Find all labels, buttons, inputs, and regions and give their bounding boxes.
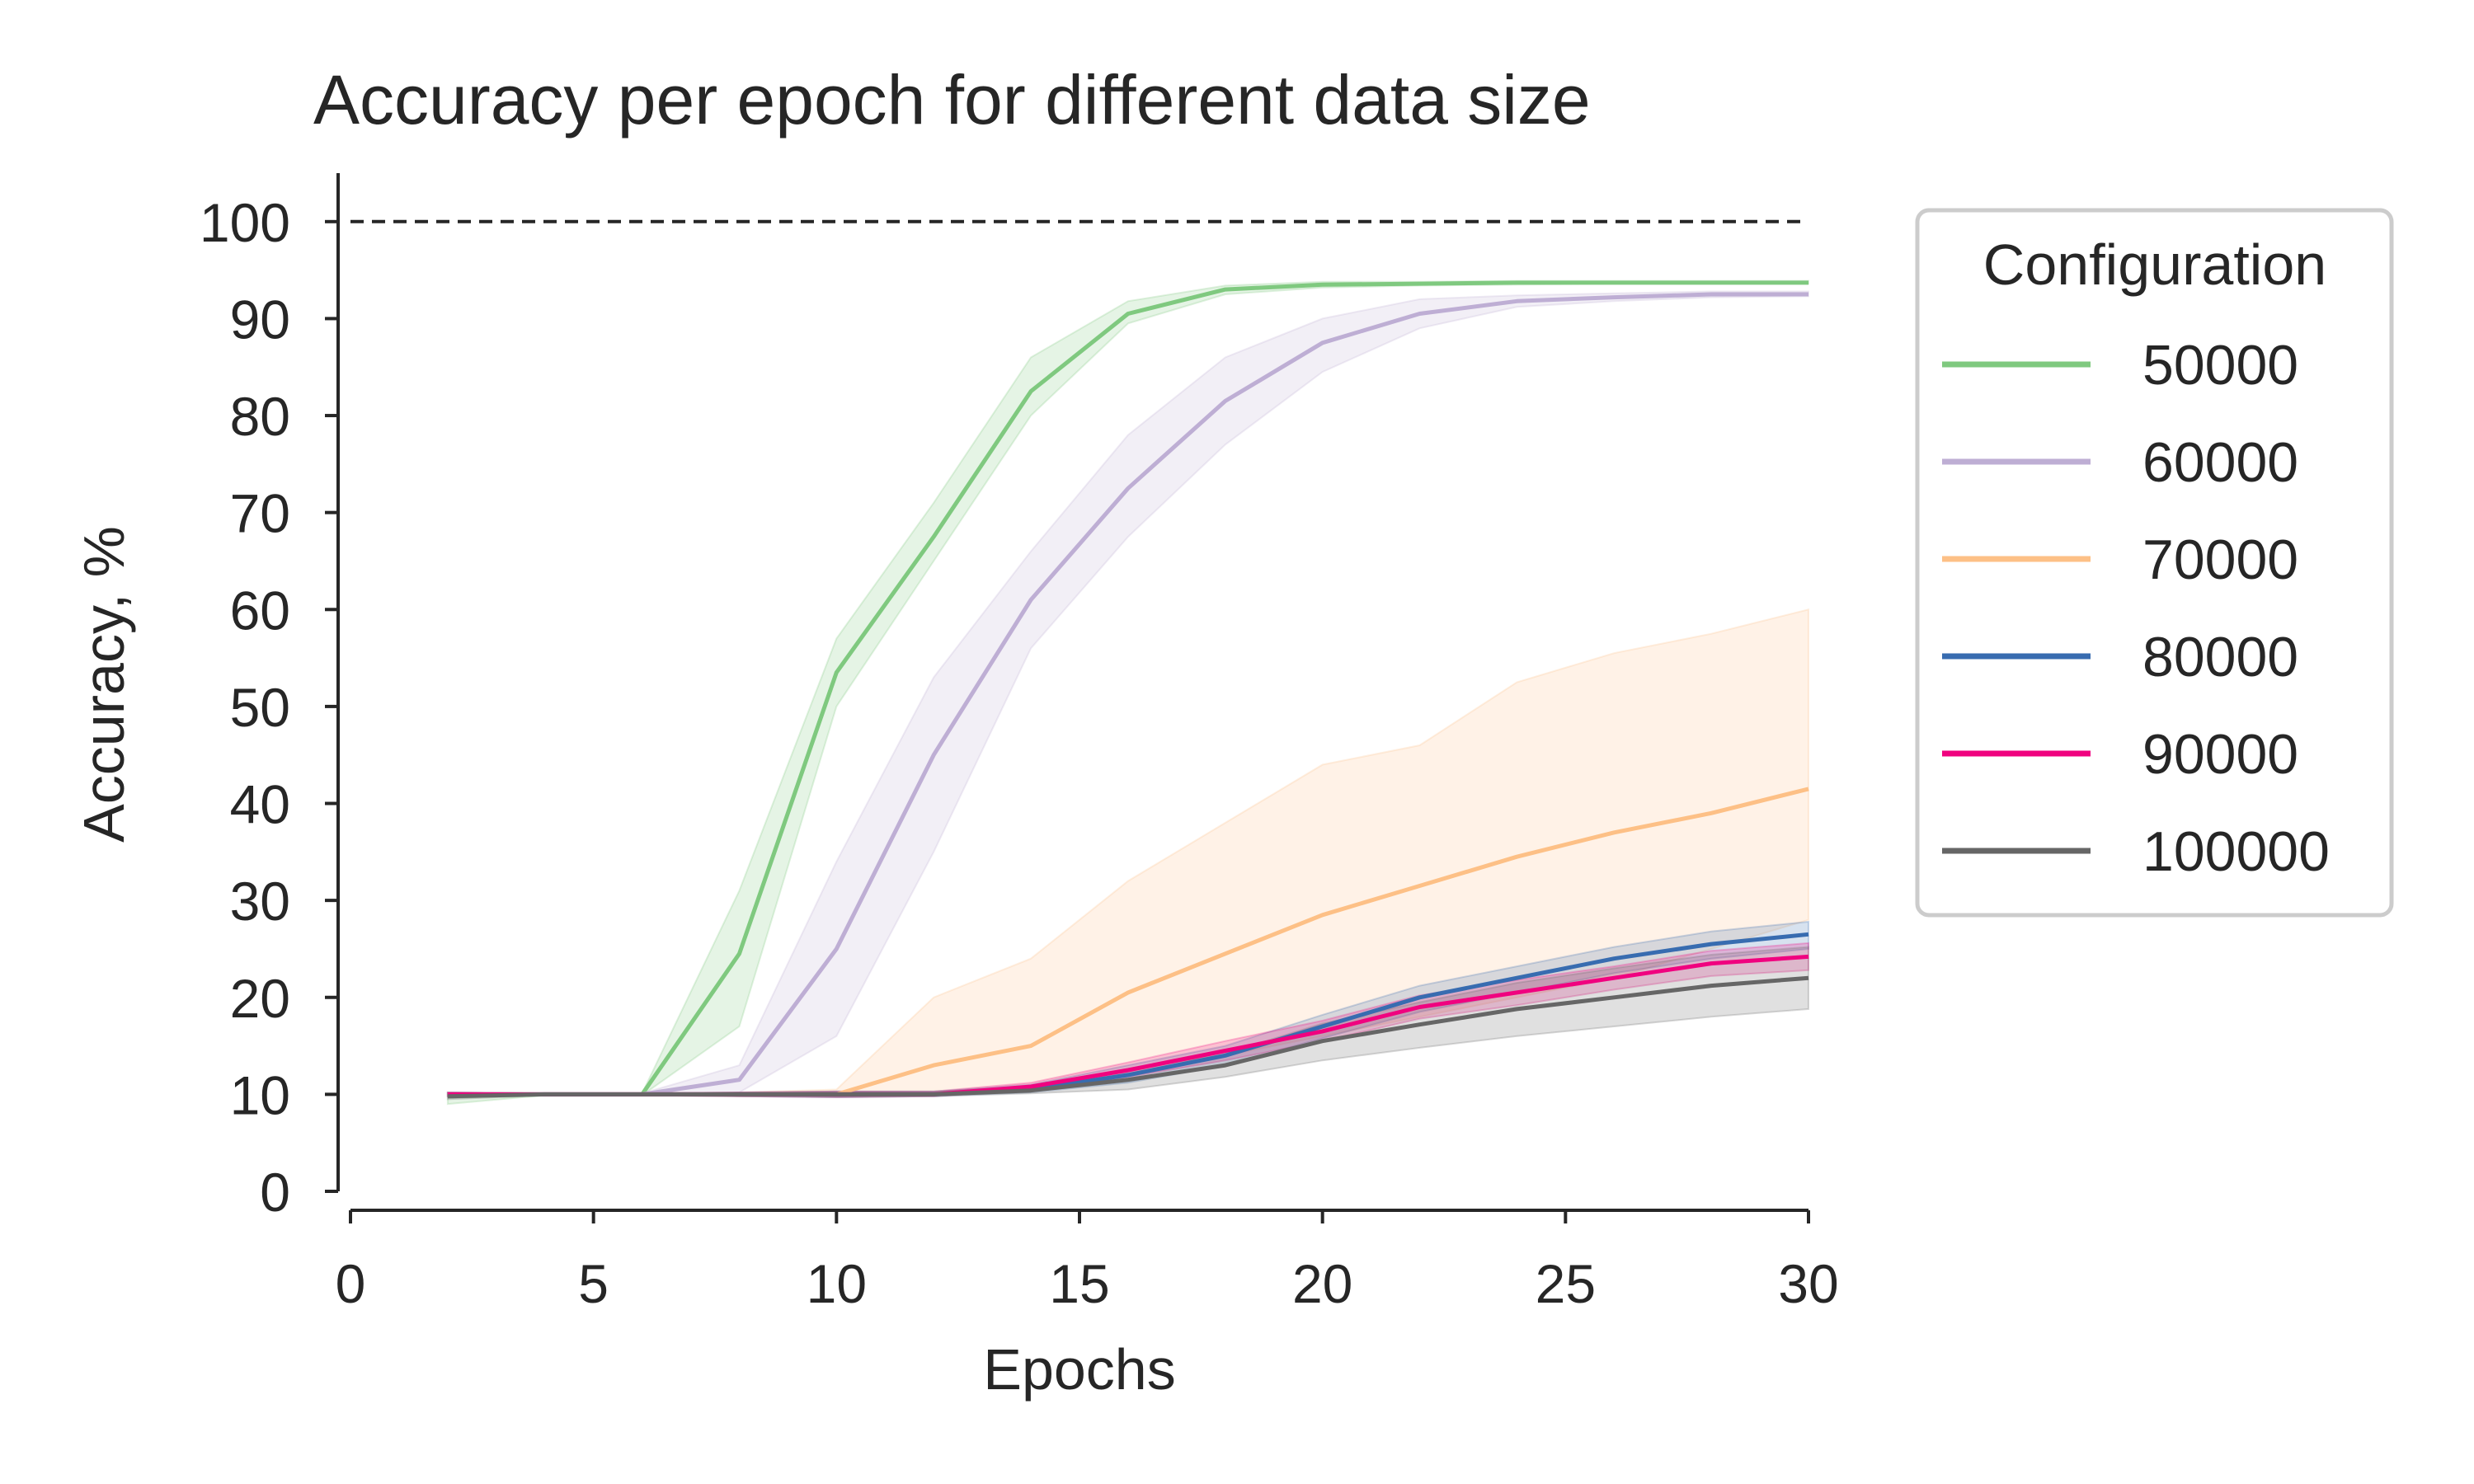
legend-label-50000: 50000 [2142, 334, 2298, 397]
y-tick-label-100: 100 [200, 192, 290, 253]
series-line-100000 [447, 975, 1809, 1099]
series-band-100000 [446, 946, 1809, 1101]
x-tick-label-25: 25 [1536, 1253, 1596, 1314]
series-line-60000 [447, 292, 1808, 1097]
plot-area [350, 219, 1809, 1106]
series-band-80000 [446, 920, 1809, 1098]
y-tick-label-20: 20 [230, 968, 290, 1029]
series-band-90000 [446, 942, 1809, 1098]
legend-frame [1915, 208, 2394, 918]
x-tick-label-10: 10 [807, 1253, 867, 1314]
legend-items: 50000 60000 70000 80000 90000 100000 [1942, 334, 2330, 883]
y-tick-label-90: 90 [230, 289, 290, 350]
y-tick-label-50: 50 [230, 677, 290, 738]
legend-label-90000: 90000 [2142, 723, 2298, 786]
axes: 0 10 20 30 40 50 60 70 80 90 100 0 5 10 15 20 25 30 [200, 173, 1839, 1314]
legend-label-60000: 60000 [2142, 431, 2298, 494]
y-tick-label-70: 70 [230, 483, 290, 544]
y-axis-label: Accuracy, % [72, 526, 136, 843]
series-line-50000 [447, 280, 1808, 1099]
x-tick-label-5: 5 [578, 1253, 609, 1314]
x-tick-label-20: 20 [1292, 1253, 1352, 1314]
x-tick-label-0: 0 [336, 1253, 366, 1314]
x-tick-label-15: 15 [1049, 1253, 1109, 1314]
y-tick-label-30: 30 [230, 871, 290, 932]
y-tick-label-40: 40 [230, 774, 290, 835]
y-tick-label-10: 10 [230, 1064, 290, 1125]
legend-label-100000: 100000 [2142, 820, 2330, 883]
legend: Configuration 50000 60000 70000 80000 90000 1… [1915, 208, 2394, 918]
x-axis-label: Epochs [983, 1337, 1175, 1402]
y-tick-label-0: 0 [260, 1162, 290, 1223]
y-tick-label-60: 60 [230, 580, 290, 641]
legend-label-70000: 70000 [2142, 528, 2298, 591]
legend-title: Configuration [1983, 232, 2326, 297]
legend-label-80000: 80000 [2142, 626, 2298, 688]
y-tick-label-80: 80 [230, 386, 290, 447]
chart-title: Accuracy per epoch for different data si… [313, 61, 1591, 139]
x-tick-label-30: 30 [1778, 1253, 1838, 1314]
